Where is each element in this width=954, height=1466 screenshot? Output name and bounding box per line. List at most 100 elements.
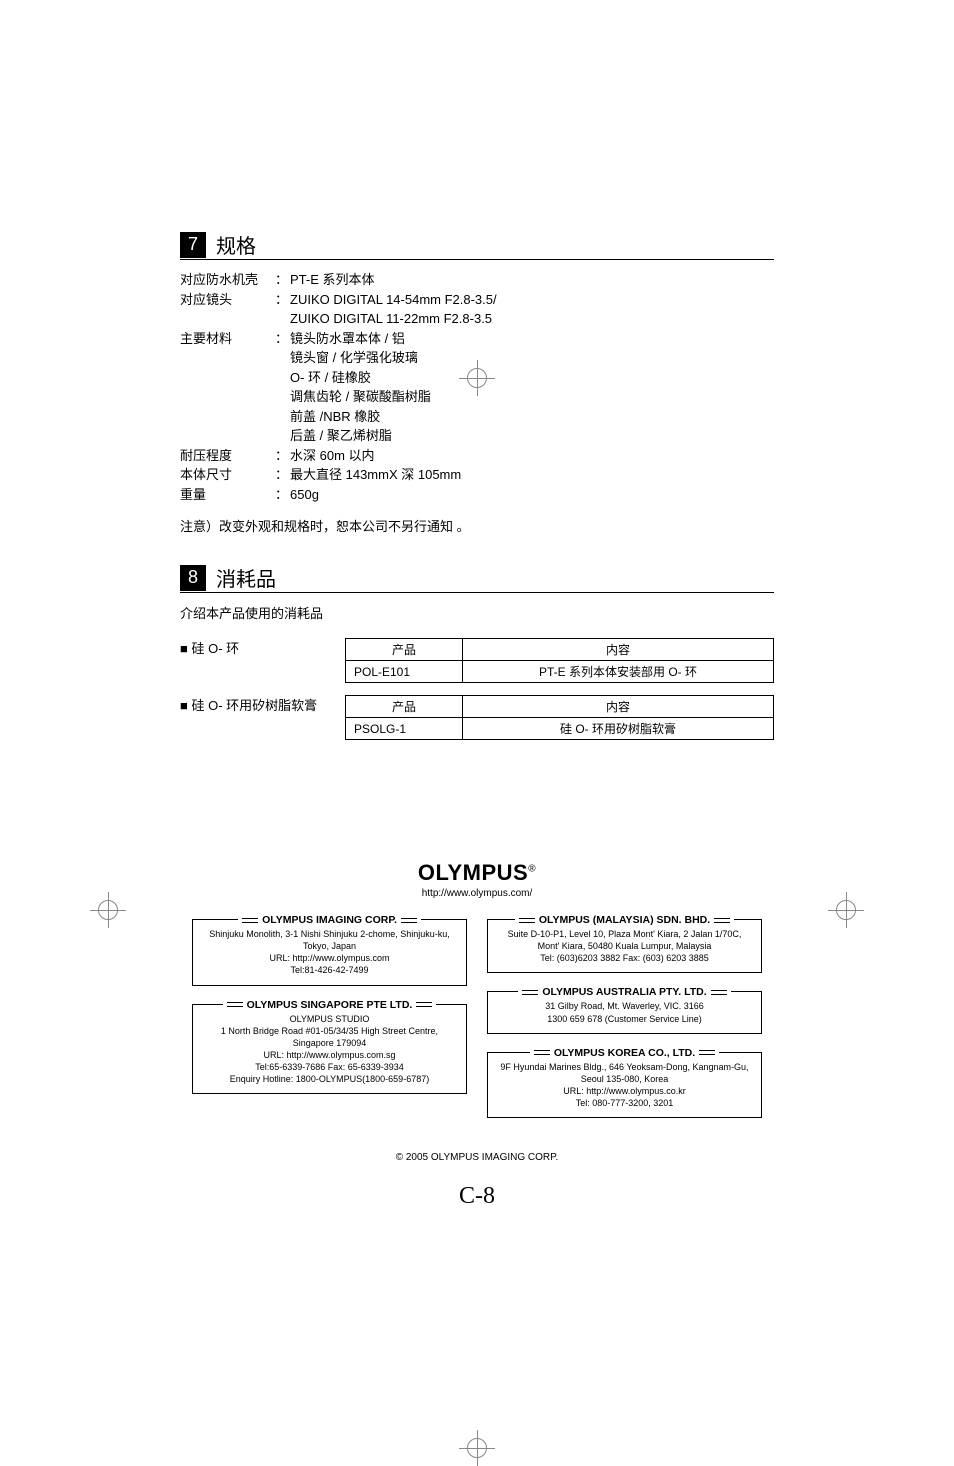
td-content: 硅 O- 环用矽树脂软膏 — [463, 718, 774, 740]
office-line: Tel: 080-777-3200, 3201 — [494, 1097, 755, 1109]
consumable-label: ■ 硅 O- 环 — [180, 638, 345, 657]
offices-right-col: OLYMPUS (MALAYSIA) SDN. BHD.Suite D-10-P… — [487, 919, 762, 1136]
consumables-list: ■ 硅 O- 环产品内容POL-E101PT-E 系列本体安装部用 O- 环■ … — [180, 638, 774, 740]
register-mark-top — [459, 360, 495, 396]
spec-label: 对应防水机壳 — [180, 270, 275, 290]
spec-colon: ： — [275, 446, 290, 466]
spec-value: PT-E 系列本体 — [290, 270, 774, 290]
spec-row: 本体尺寸：最大直径 143mmX 深 105mm — [180, 465, 774, 485]
registered-mark: ® — [528, 864, 536, 875]
office-line: 1300 659 678 (Customer Service Line) — [494, 1013, 755, 1025]
spec-value-line: 镜头防水罩本体 / 铝 — [290, 329, 774, 349]
office-line: URL: http://www.olympus.com.sg — [199, 1049, 460, 1061]
td-content: PT-E 系列本体安装部用 O- 环 — [463, 661, 774, 683]
copyright: © 2005 OLYMPUS IMAGING CORP. — [180, 1152, 774, 1163]
td-product: PSOLG-1 — [346, 718, 463, 740]
register-mark-bottom — [459, 1430, 495, 1466]
spec-colon: ： — [275, 465, 290, 485]
td-product: POL-E101 — [346, 661, 463, 683]
spec-row: 对应防水机壳：PT-E 系列本体 — [180, 270, 774, 290]
office-line: Suite D-10-P1, Level 10, Plaza Mont' Kia… — [494, 928, 755, 940]
section-7-title: 规格 — [216, 230, 256, 259]
offices: OLYMPUS IMAGING CORP.Shinjuku Monolith, … — [192, 919, 762, 1136]
spec-value-line: 水深 60m 以内 — [290, 446, 774, 466]
page-number: C-8 — [180, 1183, 774, 1210]
spec-value: 最大直径 143mmX 深 105mm — [290, 465, 774, 485]
spec-value-line: ZUIKO DIGITAL 14-54mm F2.8-3.5/ — [290, 290, 774, 310]
spec-value-line: 前盖 /NBR 橡胶 — [290, 407, 774, 427]
spec-value-line: 镜头窗 / 化学强化玻璃 — [290, 348, 774, 368]
section-8-title: 消耗品 — [216, 563, 276, 592]
office-name: OLYMPUS AUSTRALIA PTY. LTD. — [518, 985, 730, 999]
office-name: OLYMPUS (MALAYSIA) SDN. BHD. — [515, 913, 734, 927]
th-product: 产品 — [346, 639, 463, 661]
th-content: 内容 — [463, 696, 774, 718]
page: 7 规格 对应防水机壳：PT-E 系列本体对应镜头：ZUIKO DIGITAL … — [0, 230, 954, 1210]
spec-colon: ： — [275, 270, 290, 290]
spec-value-line: 最大直径 143mmX 深 105mm — [290, 465, 774, 485]
office-line: Tokyo, Japan — [199, 940, 460, 952]
office-name: OLYMPUS IMAGING CORP. — [238, 913, 421, 927]
consumable-group: ■ 硅 O- 环用矽树脂软膏产品内容PSOLG-1硅 O- 环用矽树脂软膏 — [180, 695, 774, 740]
spec-label: 本体尺寸 — [180, 465, 275, 485]
spec-value-line: PT-E 系列本体 — [290, 270, 774, 290]
section-8-heading: 8 消耗品 — [180, 563, 774, 593]
section-8-intro: 介绍本产品使用的消耗品 — [180, 603, 774, 622]
office-name: OLYMPUS KOREA CO., LTD. — [530, 1046, 719, 1060]
register-mark-left — [90, 892, 126, 928]
brand-text: OLYMPUS — [418, 860, 528, 885]
office-line: URL: http://www.olympus.co.kr — [494, 1085, 755, 1097]
footer: OLYMPUS® http://www.olympus.com/ OLYMPUS… — [180, 860, 774, 1210]
office-box: OLYMPUS SINGAPORE PTE LTD.OLYMPUS STUDIO… — [192, 1004, 467, 1095]
th-product: 产品 — [346, 696, 463, 718]
spec-note: 注意）改变外观和规格时，恕本公司不另行通知 。 — [180, 516, 774, 535]
spec-label: 耐压程度 — [180, 446, 275, 466]
office-line: 1 North Bridge Road #01-05/34/35 High St… — [199, 1025, 460, 1037]
office-line: 31 Gilby Road, Mt. Waverley, VIC. 3166 — [494, 1000, 755, 1012]
office-line: Shinjuku Monolith, 3-1 Nishi Shinjuku 2-… — [199, 928, 460, 940]
consumable-label: ■ 硅 O- 环用矽树脂软膏 — [180, 695, 345, 714]
spec-value-line: 后盖 / 聚乙烯树脂 — [290, 426, 774, 446]
office-line: Tel:65-6339-7686 Fax: 65-6339-3934 — [199, 1061, 460, 1073]
spec-value-line: O- 环 / 硅橡胶 — [290, 368, 774, 388]
spec-value: 650g — [290, 485, 774, 505]
consumable-group: ■ 硅 O- 环产品内容POL-E101PT-E 系列本体安装部用 O- 环 — [180, 638, 774, 683]
office-box: OLYMPUS IMAGING CORP.Shinjuku Monolith, … — [192, 919, 467, 986]
section-7-num: 7 — [180, 232, 206, 258]
spec-label: 重量 — [180, 485, 275, 505]
spec-colon: ： — [275, 485, 290, 505]
spec-label: 对应镜头 — [180, 290, 275, 329]
offices-left-col: OLYMPUS IMAGING CORP.Shinjuku Monolith, … — [192, 919, 467, 1136]
spec-row: 耐压程度：水深 60m 以内 — [180, 446, 774, 466]
office-box: OLYMPUS AUSTRALIA PTY. LTD.31 Gilby Road… — [487, 991, 762, 1033]
spec-value-line: 650g — [290, 485, 774, 505]
section-8-num: 8 — [180, 565, 206, 591]
register-mark-right — [828, 892, 864, 928]
brand-logo: OLYMPUS® — [418, 860, 536, 886]
office-line: Enquiry Hotline: 1800-OLYMPUS(1800-659-6… — [199, 1073, 460, 1085]
section-8: 8 消耗品 介绍本产品使用的消耗品 ■ 硅 O- 环产品内容POL-E101PT… — [180, 563, 774, 740]
office-box: OLYMPUS (MALAYSIA) SDN. BHD.Suite D-10-P… — [487, 919, 762, 973]
office-line: OLYMPUS STUDIO — [199, 1013, 460, 1025]
office-line: Seoul 135-080, Korea — [494, 1073, 755, 1085]
office-line: Tel: (603)6203 3882 Fax: (603) 6203 3885 — [494, 952, 755, 964]
brand-url: http://www.olympus.com/ — [180, 888, 774, 899]
spec-value: ZUIKO DIGITAL 14-54mm F2.8-3.5/ZUIKO DIG… — [290, 290, 774, 329]
spec-colon: ： — [275, 329, 290, 446]
section-7-heading: 7 规格 — [180, 230, 774, 260]
office-line: Singapore 179094 — [199, 1037, 460, 1049]
office-name: OLYMPUS SINGAPORE PTE LTD. — [223, 998, 437, 1012]
office-line: URL: http://www.olympus.com — [199, 952, 460, 964]
spec-colon: ： — [275, 290, 290, 329]
office-line: 9F Hyundai Marines Bldg., 646 Yeoksam-Do… — [494, 1061, 755, 1073]
office-line: Tel:81-426-42-7499 — [199, 964, 460, 976]
consumable-table: 产品内容POL-E101PT-E 系列本体安装部用 O- 环 — [345, 638, 774, 683]
consumable-table: 产品内容PSOLG-1硅 O- 环用矽树脂软膏 — [345, 695, 774, 740]
spec-value: 镜头防水罩本体 / 铝镜头窗 / 化学强化玻璃O- 环 / 硅橡胶调焦齿轮 / … — [290, 329, 774, 446]
spec-row: 对应镜头：ZUIKO DIGITAL 14-54mm F2.8-3.5/ZUIK… — [180, 290, 774, 329]
spec-value-line: ZUIKO DIGITAL 11-22mm F2.8-3.5 — [290, 309, 774, 329]
spec-value-line: 调焦齿轮 / 聚碳酸酯树脂 — [290, 387, 774, 407]
office-line: Mont' Kiara, 50480 Kuala Lumpur, Malaysi… — [494, 940, 755, 952]
spec-label: 主要材料 — [180, 329, 275, 446]
th-content: 内容 — [463, 639, 774, 661]
